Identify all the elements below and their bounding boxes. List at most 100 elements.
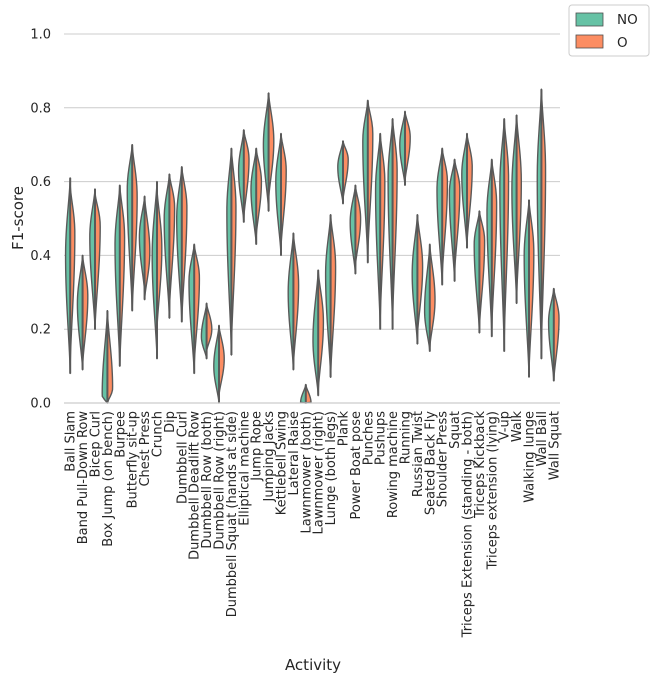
violin-half-no <box>547 287 555 382</box>
violin-half-o <box>329 214 337 378</box>
x-tick-label: Bicep Curl <box>89 411 104 477</box>
violin-half-o <box>168 173 176 312</box>
violin-22 <box>337 140 349 205</box>
violin-half-no <box>486 158 493 338</box>
violin-half-o <box>354 184 362 268</box>
violin-0 <box>64 177 76 375</box>
violin-half-o <box>540 88 547 353</box>
x-tick-label: Dumbbell Row (right) <box>213 411 228 550</box>
x-tick-label: Lunge (both legs) <box>324 411 339 525</box>
violin-half-o <box>391 118 398 323</box>
violin-half-no <box>163 173 171 319</box>
violin-half-o <box>280 132 287 249</box>
y-tick-label: 0.6 <box>30 175 51 190</box>
x-tick-label: Running <box>399 411 414 464</box>
violin-half-o <box>181 166 188 323</box>
violin-half-o <box>94 191 101 330</box>
violin-6 <box>138 195 151 301</box>
violin-25 <box>374 132 386 330</box>
x-tick-label: Dumbbell Squat (hands at side) <box>225 411 240 617</box>
violin-33 <box>473 210 486 334</box>
violin-half-o <box>429 243 436 349</box>
y-tick-label: 0.0 <box>30 397 51 412</box>
x-tick-label: Wall Ball <box>535 411 550 466</box>
x-tick-label: Jump Rope <box>250 411 265 482</box>
x-tick-label: V-up <box>498 411 513 440</box>
violin-half-o <box>81 254 89 367</box>
violin-half-no <box>523 199 530 378</box>
violin-13 <box>226 147 237 356</box>
violin-27 <box>399 110 411 186</box>
violin-half-o <box>553 287 560 382</box>
violin-half-no <box>473 210 481 334</box>
violin-half-no <box>312 269 319 397</box>
violin-10 <box>188 243 201 375</box>
violin-38 <box>536 88 547 360</box>
violin-half-o <box>478 210 486 330</box>
violin-half-no <box>89 188 96 330</box>
violin-half-no <box>536 88 543 360</box>
violin-half-no <box>126 144 133 312</box>
violin-half-no <box>287 232 295 371</box>
violin-30 <box>436 147 449 286</box>
violin-32 <box>461 132 473 249</box>
violin-39 <box>547 287 560 382</box>
violin-2 <box>89 188 101 330</box>
violin-half-o <box>503 118 510 345</box>
violin-7 <box>151 180 163 360</box>
violin-half-no <box>387 118 394 330</box>
violin-half-no <box>213 324 220 404</box>
x-tick-label: Punches <box>361 411 376 465</box>
violin-half-o <box>119 184 126 367</box>
violin-half-o <box>466 132 473 246</box>
legend-label-o: O <box>617 35 628 51</box>
violin-35 <box>499 118 510 353</box>
violin-half-no <box>200 302 208 360</box>
violin-half-o <box>515 114 522 301</box>
violin-half-no <box>411 214 419 345</box>
violin-21 <box>324 214 337 378</box>
x-tick-label: Dip <box>163 411 178 433</box>
violin-9 <box>176 166 188 323</box>
violin-half-no <box>237 129 245 223</box>
violin-20 <box>312 269 325 397</box>
violin-26 <box>387 118 398 330</box>
violin-half-no <box>399 110 406 186</box>
violin-half-no <box>436 147 443 286</box>
violin-half-no <box>76 254 84 371</box>
x-tick-label: Plank <box>337 411 352 447</box>
violin-36 <box>511 114 522 305</box>
violin-3 <box>101 310 114 404</box>
violin-half-no <box>226 147 233 356</box>
violin-1 <box>76 254 89 371</box>
violin-half-no <box>324 214 332 378</box>
legend-label-no: NO <box>617 12 638 28</box>
violin-half-no <box>176 166 183 323</box>
violin-half-no <box>262 92 270 212</box>
violin-half-no <box>349 184 357 275</box>
x-tick-label: Shoulder Press <box>436 411 451 507</box>
violin-19 <box>299 383 312 404</box>
x-tick-label: Walking lunge <box>523 411 538 503</box>
x-tick-label: Dumbbell Curl <box>175 411 190 504</box>
violin-half-o <box>491 158 498 330</box>
violin-half-o <box>156 188 163 330</box>
x-tick-label: Band Pull-Down Row <box>76 411 91 545</box>
violin-14 <box>237 129 250 223</box>
violin-29 <box>423 243 436 353</box>
violin-half-o <box>404 110 411 183</box>
violin-half-no <box>461 132 468 249</box>
x-tick-label: Kettlebell Swing <box>275 411 290 515</box>
violin-half-o <box>230 147 237 349</box>
x-tick-label: Squat <box>448 411 463 449</box>
x-tick-label: Triceps Kickback <box>473 411 488 519</box>
violin-37 <box>523 199 535 378</box>
violin-half-o <box>193 243 201 367</box>
violin-17 <box>275 132 287 257</box>
violin-5 <box>126 144 138 312</box>
violin-half-o <box>292 232 300 367</box>
violin-half-no <box>188 243 195 375</box>
legend: NO O <box>568 4 650 57</box>
